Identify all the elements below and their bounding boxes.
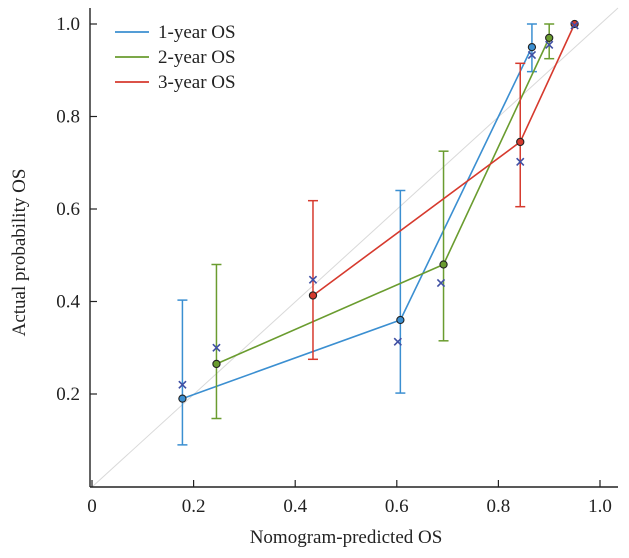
- x-tick-label: 0.2: [182, 496, 206, 517]
- observed-x-marker: [212, 343, 221, 352]
- y-axis-title: Actual probability OS: [9, 169, 30, 337]
- reference-diagonal: [91, 7, 619, 488]
- x-tick-label: 0.4: [283, 496, 307, 517]
- data-point: [527, 42, 537, 52]
- observed-x-marker: [393, 337, 402, 346]
- data-point: [516, 137, 525, 147]
- data-point: [212, 359, 221, 369]
- observed-x-marker: [570, 21, 579, 30]
- x-axis-title: Nomogram-predicted OS: [250, 527, 443, 548]
- x-tick-label: 0.6: [385, 496, 409, 517]
- series-line: [182, 46, 533, 400]
- data-point: [545, 33, 554, 43]
- x-tick-label: 0.8: [487, 496, 511, 517]
- legend-label: 2-year OS: [158, 47, 236, 68]
- y-tick-label: 0.2: [56, 384, 80, 405]
- data-point: [178, 394, 187, 403]
- y-tick-label: 1.0: [56, 14, 80, 35]
- legend-label: 3-year OS: [158, 72, 236, 93]
- data-point: [308, 291, 318, 300]
- x-tick-label: 0: [87, 496, 97, 517]
- y-tick-label: 0.4: [56, 292, 80, 313]
- observed-x-marker: [545, 40, 554, 49]
- data-point: [570, 19, 579, 29]
- observed-x-marker: [308, 275, 318, 284]
- y-tick-label: 0.6: [56, 199, 80, 220]
- legend-label: 1-year OS: [158, 22, 236, 43]
- observed-x-marker: [436, 278, 446, 288]
- observed-x-marker: [516, 157, 525, 166]
- series-line: [216, 37, 550, 365]
- observed-x-marker: [527, 50, 537, 60]
- data-point: [439, 260, 448, 269]
- x-tick-label: 1.0: [588, 496, 612, 517]
- y-tick-label: 0.8: [56, 107, 80, 128]
- observed-x-marker: [178, 380, 187, 389]
- data-point: [396, 315, 405, 325]
